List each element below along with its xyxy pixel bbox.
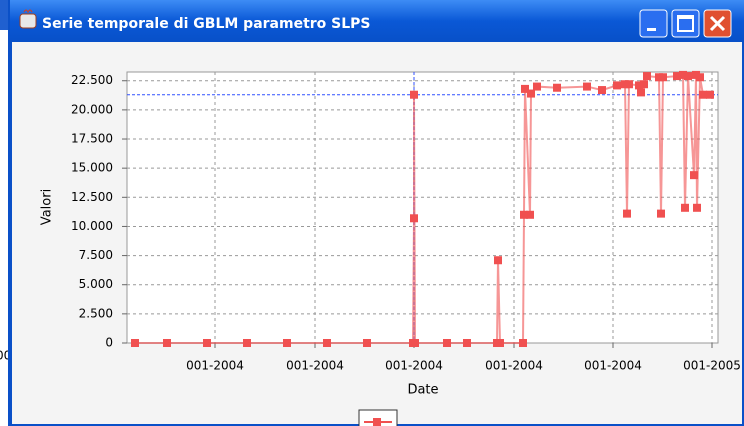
y-tick-label: 17.500 bbox=[71, 132, 113, 146]
data-point bbox=[681, 203, 689, 212]
data-point bbox=[699, 90, 707, 99]
data-point bbox=[696, 73, 704, 82]
data-point bbox=[463, 339, 471, 347]
data-point bbox=[673, 72, 681, 81]
x-tick-label: 001-2004 bbox=[286, 359, 344, 373]
data-point bbox=[684, 72, 692, 81]
data-point bbox=[519, 339, 527, 347]
y-tick-label: 0 bbox=[105, 336, 113, 350]
data-point bbox=[657, 209, 665, 218]
x-tick-label: 001-2004 bbox=[485, 359, 543, 373]
y-tick-label: 15.000 bbox=[71, 161, 113, 175]
data-point bbox=[410, 214, 418, 223]
data-point bbox=[131, 339, 139, 347]
plot-area bbox=[126, 71, 719, 344]
y-tick-label: 12.500 bbox=[71, 190, 113, 204]
data-point bbox=[520, 210, 528, 219]
data-point bbox=[243, 339, 251, 347]
data-point bbox=[411, 339, 419, 347]
x-axis-label: Date bbox=[407, 383, 438, 398]
data-point bbox=[613, 81, 621, 90]
data-point bbox=[410, 90, 418, 99]
data-point bbox=[659, 73, 667, 82]
data-point bbox=[443, 339, 451, 347]
legend bbox=[358, 409, 398, 426]
data-point bbox=[323, 339, 331, 347]
data-point bbox=[583, 82, 591, 91]
data-point bbox=[163, 339, 171, 347]
x-tick-label: 001-2005 bbox=[683, 359, 741, 373]
data-point bbox=[203, 339, 211, 347]
series-line bbox=[135, 73, 710, 344]
data-point bbox=[496, 339, 504, 347]
data-point bbox=[521, 84, 529, 93]
data-point bbox=[553, 83, 561, 92]
close-button[interactable] bbox=[703, 9, 732, 38]
data-point bbox=[625, 80, 633, 89]
x-tick-label: 001-2004 bbox=[186, 359, 244, 373]
data-point bbox=[363, 339, 371, 347]
y-tick-label: 2.500 bbox=[79, 306, 113, 320]
data-point bbox=[598, 86, 606, 95]
data-point bbox=[643, 72, 651, 81]
y-axis-label: Valori bbox=[40, 189, 55, 225]
app-icon bbox=[19, 9, 37, 29]
maximize-button[interactable] bbox=[671, 9, 700, 38]
x-tick-label: 001-2004 bbox=[385, 359, 443, 373]
background-window-edge bbox=[0, 0, 8, 30]
data-point bbox=[533, 82, 541, 91]
x-tick-label: 001-2004 bbox=[584, 359, 642, 373]
y-tick-label: 22.500 bbox=[71, 73, 113, 87]
data-point bbox=[679, 70, 687, 79]
data-point bbox=[706, 90, 714, 99]
y-tick-label: 10.000 bbox=[71, 219, 113, 233]
y-tick-label: 7.500 bbox=[79, 248, 113, 262]
data-point bbox=[494, 256, 502, 265]
y-tick-label: 5.000 bbox=[79, 277, 113, 291]
data-point bbox=[637, 88, 645, 97]
data-point bbox=[635, 81, 643, 90]
data-point bbox=[526, 210, 534, 219]
data-point bbox=[623, 209, 631, 218]
data-point bbox=[283, 339, 291, 347]
data-point bbox=[690, 171, 698, 180]
title-bar bbox=[10, 0, 744, 42]
data-point bbox=[640, 80, 648, 89]
window-title: Serie temporale di GBLM parametro SLPS bbox=[42, 16, 371, 32]
data-point bbox=[527, 89, 535, 98]
background-text: 00 bbox=[0, 349, 11, 363]
data-point bbox=[693, 203, 701, 212]
minimize-button[interactable] bbox=[639, 9, 668, 38]
y-tick-label: 20.000 bbox=[71, 102, 113, 116]
